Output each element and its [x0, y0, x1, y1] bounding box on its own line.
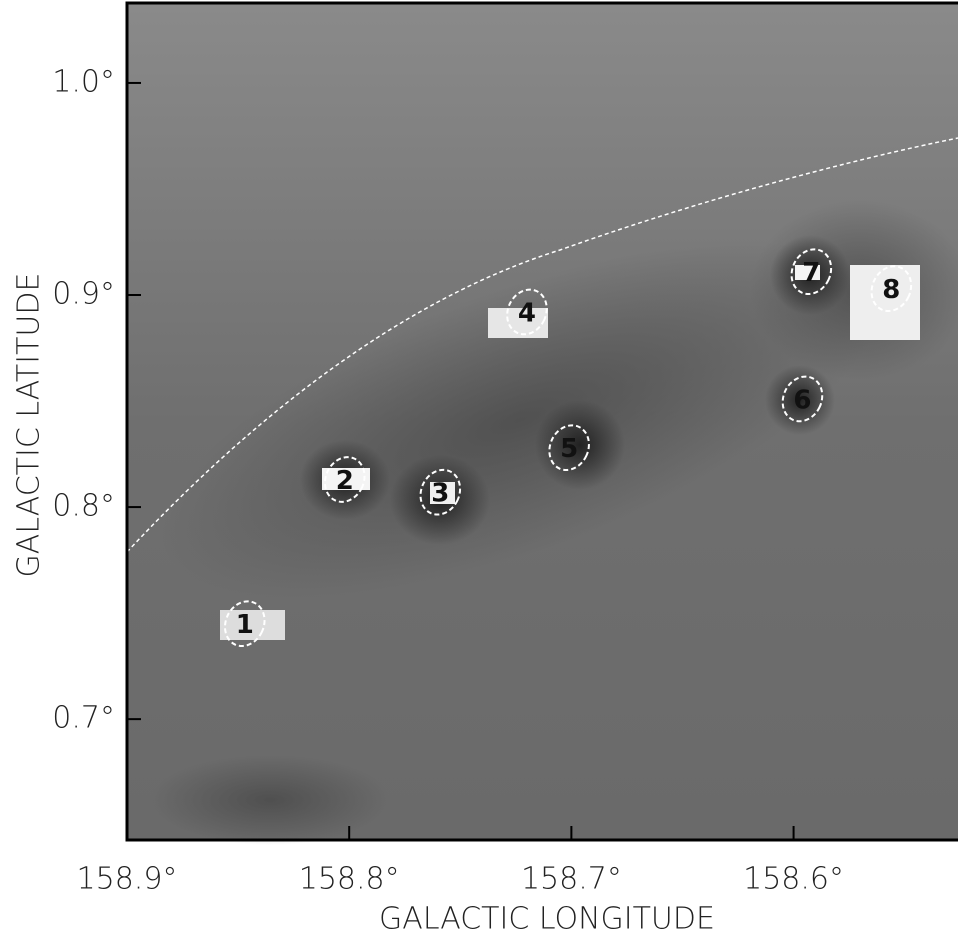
source-label: 2: [336, 466, 354, 496]
source-label: 1: [236, 610, 254, 640]
y-tick-label: 1.0°: [52, 64, 115, 99]
y-tick-label: 0.8°: [52, 489, 115, 524]
dark-blob: [535, 400, 625, 490]
y-tick-label: 0.9°: [52, 277, 115, 312]
y-tick-label: 0.7°: [52, 701, 115, 736]
x-tick-label: 158.7°: [521, 862, 622, 897]
y-axis-label: GALACTIC LATITUDE: [12, 273, 47, 578]
image: [118, 3, 958, 845]
x-tick-label: 158.6°: [743, 862, 844, 897]
x-tick-label: 158.9°: [77, 862, 178, 897]
x-axis-label: GALACTIC LONGITUDE: [379, 902, 715, 937]
source-label: 6: [793, 385, 811, 415]
source-label: 7: [802, 258, 820, 288]
dark-lane: [150, 755, 390, 845]
source-label: 8: [882, 275, 900, 305]
chart: GALACTIC LONGITUDE GALACTIC LATITUDE 158…: [0, 0, 958, 942]
source-label: 4: [518, 298, 536, 328]
source-label: 3: [431, 479, 449, 509]
source-label: 5: [560, 434, 578, 464]
x-tick-label: 158.8°: [299, 862, 400, 897]
